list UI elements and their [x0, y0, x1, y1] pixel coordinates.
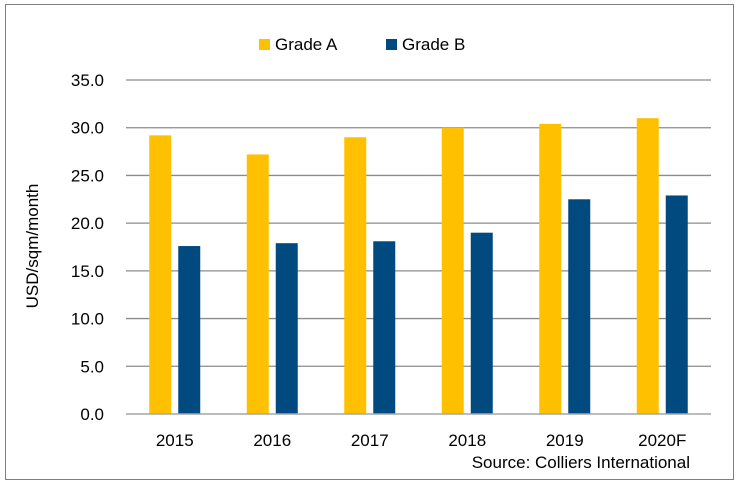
- bar-grade-a: [441, 127, 464, 414]
- y-tick-label: 20.0: [71, 214, 104, 233]
- x-tick-label: 2016: [253, 431, 291, 450]
- x-tick-label: 2020F: [638, 431, 686, 450]
- y-tick-label: 0.0: [80, 405, 104, 424]
- legend-label: Grade B: [402, 35, 465, 54]
- x-tick-label: 2017: [351, 431, 389, 450]
- y-axis-title: USD/sqm/month: [23, 184, 42, 309]
- bar-grade-b: [568, 199, 591, 414]
- y-tick-label: 15.0: [71, 262, 104, 281]
- bars: [149, 118, 688, 415]
- bar-grade-a: [246, 154, 269, 415]
- source-label: Source: Colliers International: [472, 453, 690, 472]
- bar-grade-a: [149, 135, 172, 414]
- bar-grade-b: [178, 246, 201, 414]
- bar-grade-b: [470, 232, 493, 414]
- y-tick-label: 30.0: [71, 119, 104, 138]
- gridlines: [126, 79, 711, 367]
- x-tick-label: 2015: [156, 431, 194, 450]
- bar-grade-a: [539, 123, 562, 414]
- legend-swatch: [259, 39, 270, 50]
- bar-grade-a: [636, 118, 659, 415]
- legend-label: Grade A: [275, 35, 338, 54]
- y-tick-label: 35.0: [71, 71, 104, 90]
- y-tick-label: 5.0: [80, 357, 104, 376]
- legend-swatch: [386, 39, 397, 50]
- y-tick-label: 10.0: [71, 310, 104, 329]
- x-tick-label: 2018: [448, 431, 486, 450]
- y-tick-label: 25.0: [71, 166, 104, 185]
- bar-grade-b: [373, 241, 396, 414]
- x-tick-label: 2019: [546, 431, 584, 450]
- legend: Grade A Grade B: [259, 35, 465, 54]
- bar-grade-b: [665, 195, 688, 414]
- bar-grade-a: [344, 137, 367, 414]
- axes: 0.0 5.0 10.0 15.0 20.0 25.0 30.0 35.0 2015 2016 20…: [71, 71, 711, 450]
- bar-grade-b: [275, 243, 298, 414]
- chart-frame: [5, 4, 734, 480]
